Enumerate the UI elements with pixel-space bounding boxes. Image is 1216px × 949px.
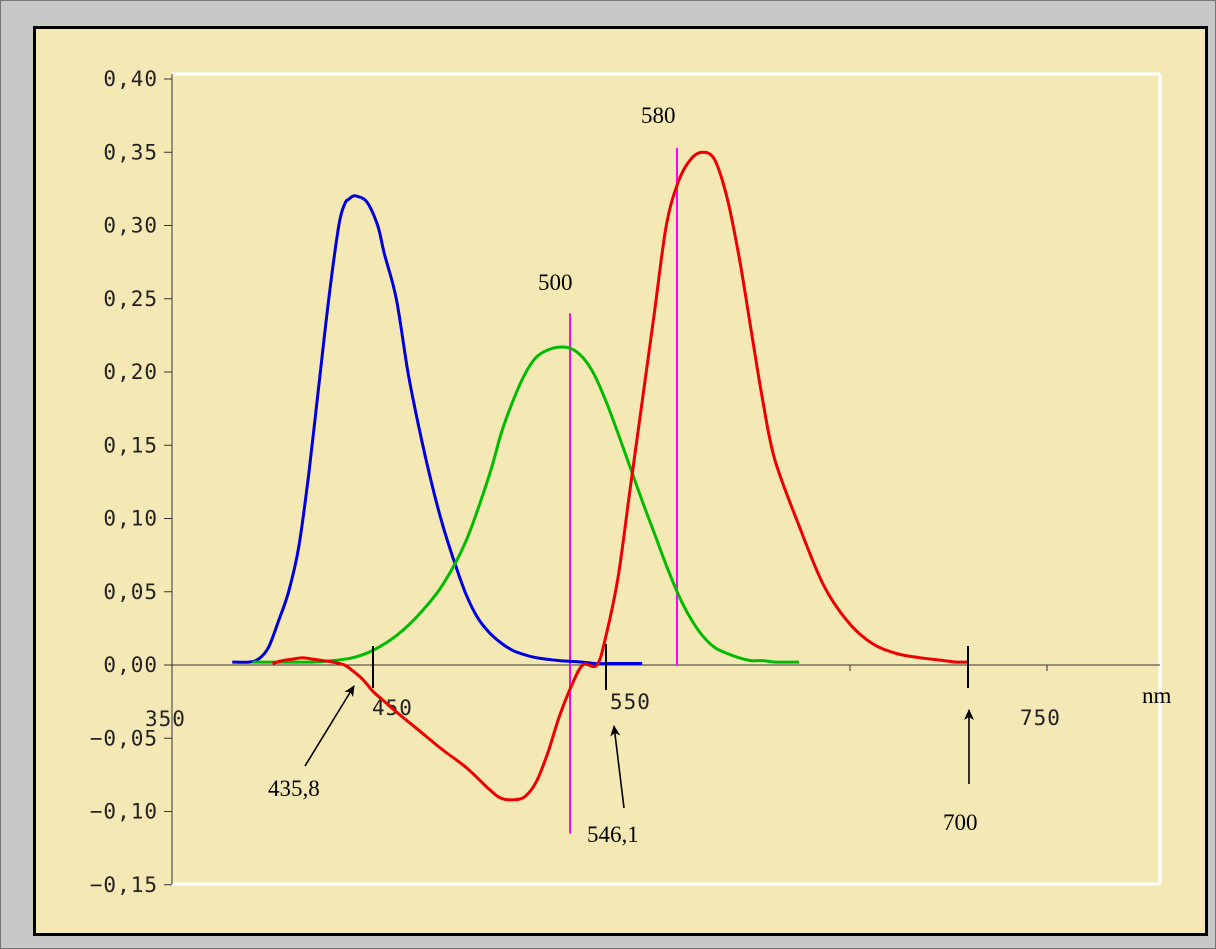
red-curve [272, 150, 969, 802]
y-tick-label: 0,10 [103, 507, 158, 531]
annotation-435-8: 435,8 [268, 776, 320, 801]
x-tick-label: 550 [610, 690, 651, 714]
arrow-435-8 [304, 685, 355, 767]
y-tick-label: 0,05 [103, 580, 158, 604]
series-group [232, 150, 969, 802]
reference-lines [569, 147, 678, 834]
reference-label-580: 580 [641, 103, 676, 128]
y-tick-label: −0,15 [90, 873, 158, 897]
y-axis-ticks: 0,40 0,35 0,30 0,25 0,20 0,15 0,10 0,05 0,00 −0,0… [90, 67, 172, 897]
plot-area [171, 72, 1162, 886]
annotation-700: 700 [943, 810, 978, 835]
annotation-546-1: 546,1 [587, 822, 639, 847]
x-tick-label: 750 [1020, 706, 1061, 730]
y-tick-label: −0,10 [90, 800, 158, 824]
green-curve [252, 345, 800, 664]
y-tick-label: 0,00 [103, 653, 158, 677]
y-tick-label: 0,35 [103, 140, 158, 164]
primary-wavelength-marks [372, 644, 969, 690]
arrow-546-1 [610, 725, 625, 809]
x-tick-label: 350 [145, 707, 186, 731]
y-tick-label: 0,25 [103, 287, 158, 311]
blue-curve [232, 194, 643, 666]
y-tick-label: 0,40 [103, 67, 158, 91]
annotation-arrows [304, 685, 974, 809]
y-tick-label: 0,30 [103, 214, 158, 238]
y-tick-label: −0,05 [90, 726, 158, 750]
y-tick-label: 0,15 [103, 433, 158, 457]
reference-label-500: 500 [538, 270, 573, 295]
y-tick-label: 0,20 [103, 360, 158, 384]
x-axis-unit-label: nm [1142, 683, 1172, 708]
